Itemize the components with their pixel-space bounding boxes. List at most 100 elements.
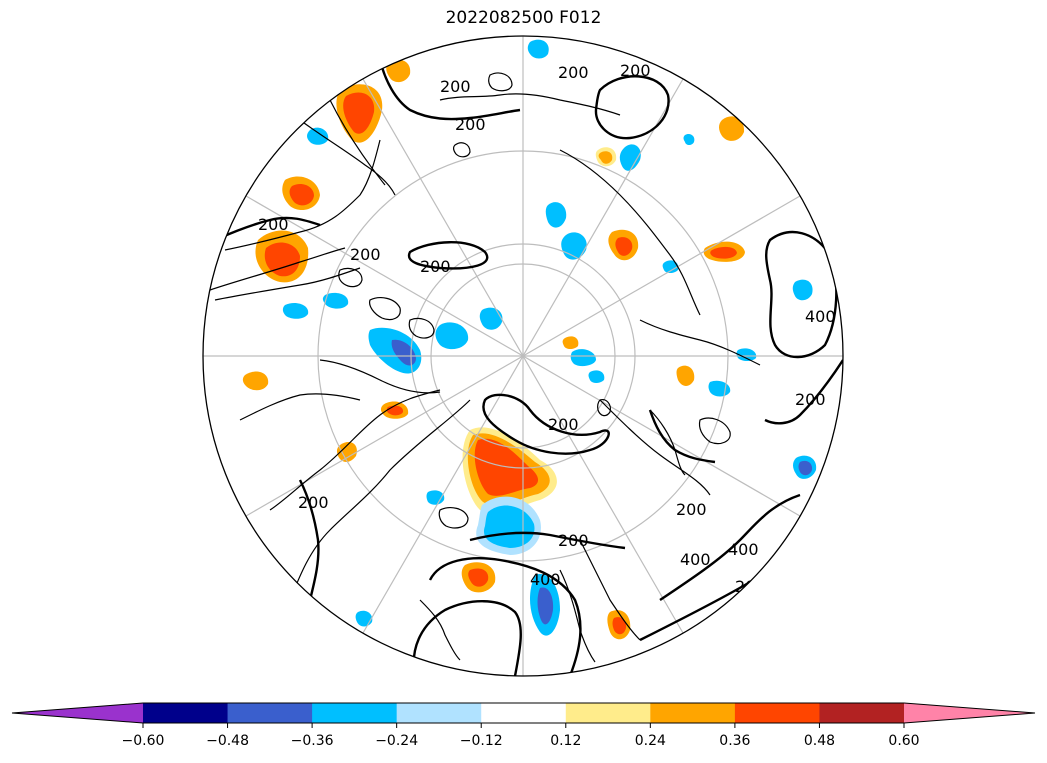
contour-line xyxy=(428,557,582,676)
cool-patch xyxy=(391,339,416,366)
coastline-islands xyxy=(488,72,513,92)
cool-patch xyxy=(435,322,469,350)
contour-line xyxy=(469,531,626,550)
warm-patch xyxy=(612,617,627,635)
cool-patch xyxy=(479,307,503,330)
cool-patch xyxy=(683,133,695,145)
coastline-islands xyxy=(369,297,401,321)
polar-map: 200 200 200 200 200 200 200 200 400 200 … xyxy=(203,36,843,676)
colorbar-extend-low xyxy=(12,703,143,723)
colorbar-segment xyxy=(819,703,905,723)
coastline-canada xyxy=(319,359,441,394)
cool-patch xyxy=(662,260,679,273)
colorbar-segment xyxy=(227,703,313,723)
map-title: 2022082500 F012 xyxy=(445,8,602,28)
warm-patch xyxy=(562,336,579,349)
coastline-islands xyxy=(453,142,471,158)
coastline-islands xyxy=(698,417,731,445)
cool-patch xyxy=(355,610,373,627)
contour-label: 200 xyxy=(558,63,589,82)
contour-label: 200 xyxy=(620,61,651,80)
colorbar-tick-label: 0.60 xyxy=(888,733,919,749)
boundary-line xyxy=(329,99,386,186)
coastline-canada xyxy=(239,393,361,421)
contour-label: 200 xyxy=(676,500,707,519)
coastline-islands xyxy=(338,267,363,288)
contour-line xyxy=(407,241,489,270)
colorbar-tick-label: −0.48 xyxy=(206,733,249,749)
map-boundary xyxy=(202,35,844,677)
contour-label: 200 xyxy=(258,215,289,234)
colorbar-tick-label: 0.48 xyxy=(804,733,835,749)
warm-patch xyxy=(343,92,375,134)
cool-patch xyxy=(322,292,349,309)
cool-patch xyxy=(282,303,309,319)
contour-label: 200 xyxy=(735,577,766,596)
cool-patch xyxy=(527,39,549,59)
contour-line xyxy=(659,493,801,601)
contour-line xyxy=(412,600,522,676)
contour-line xyxy=(378,59,521,121)
coastline-islands xyxy=(408,317,435,339)
contour-label: 200 xyxy=(548,415,579,434)
contour-line xyxy=(298,479,320,601)
coastline-iceland xyxy=(438,507,469,529)
coastline-canada xyxy=(224,139,381,251)
contour-label: 200 xyxy=(298,493,329,512)
coastline-greenland xyxy=(289,399,471,601)
contour-label: 200 xyxy=(350,245,381,264)
warm-patch xyxy=(386,59,411,83)
contour-line xyxy=(764,359,843,425)
warm-patch xyxy=(598,151,613,164)
coastline-svalbard xyxy=(597,399,611,417)
colorbar-tick-label: 0.12 xyxy=(550,733,581,749)
coastline-europe xyxy=(599,399,711,496)
coastline-canada xyxy=(214,267,361,301)
contour-label: 400 xyxy=(805,307,836,326)
colorbar-extend-high xyxy=(904,703,1035,723)
coastline-uk xyxy=(419,599,461,661)
colorbar-segment xyxy=(565,703,651,723)
cool-patch xyxy=(307,127,329,145)
contour-label: 200 xyxy=(420,257,451,276)
colorbar-tick-label: 0.36 xyxy=(719,733,750,749)
cool-patch xyxy=(619,144,641,171)
contour-label: 200 xyxy=(455,115,486,134)
cool-patch xyxy=(588,370,605,383)
warm-patch xyxy=(615,237,633,256)
graticule xyxy=(203,36,843,676)
cool-patch xyxy=(570,349,596,367)
meridian xyxy=(362,78,684,634)
warm-patch xyxy=(242,371,269,391)
colorbar-tick-label: −0.36 xyxy=(291,733,334,749)
boundary-line xyxy=(209,247,346,291)
contour-labels: 200 200 200 200 200 200 200 200 400 200 … xyxy=(258,61,836,596)
cool-patch xyxy=(798,460,813,476)
cool-patch xyxy=(483,505,535,548)
coastline-scandinavia xyxy=(579,539,641,641)
warm-patch xyxy=(289,184,314,206)
contour-label: 200 xyxy=(558,531,589,550)
contour-line xyxy=(594,75,670,140)
cool-patch xyxy=(545,202,567,228)
contour-label: 400 xyxy=(680,550,711,569)
coastlines xyxy=(209,72,761,663)
contour-line xyxy=(648,409,716,464)
warm-patch xyxy=(676,365,695,386)
cool-patch xyxy=(792,279,813,301)
contour-label: 400 xyxy=(728,540,759,559)
coastline-greenland xyxy=(269,389,441,511)
colorbar-tick-label: −0.24 xyxy=(375,733,418,749)
warm-patch xyxy=(719,116,745,141)
coastline-siberia xyxy=(639,319,761,366)
colorbar-segment xyxy=(734,703,820,723)
colorbar-tick-label: −0.60 xyxy=(122,733,165,749)
warm-patch xyxy=(710,246,737,259)
colorbar-tick-label: 0.24 xyxy=(635,733,666,749)
warm-patch xyxy=(468,568,489,587)
cool-patch xyxy=(736,348,757,361)
colorbar-segment xyxy=(396,703,482,723)
colorbar-segment xyxy=(143,703,229,723)
colorbar-segment xyxy=(481,703,567,723)
